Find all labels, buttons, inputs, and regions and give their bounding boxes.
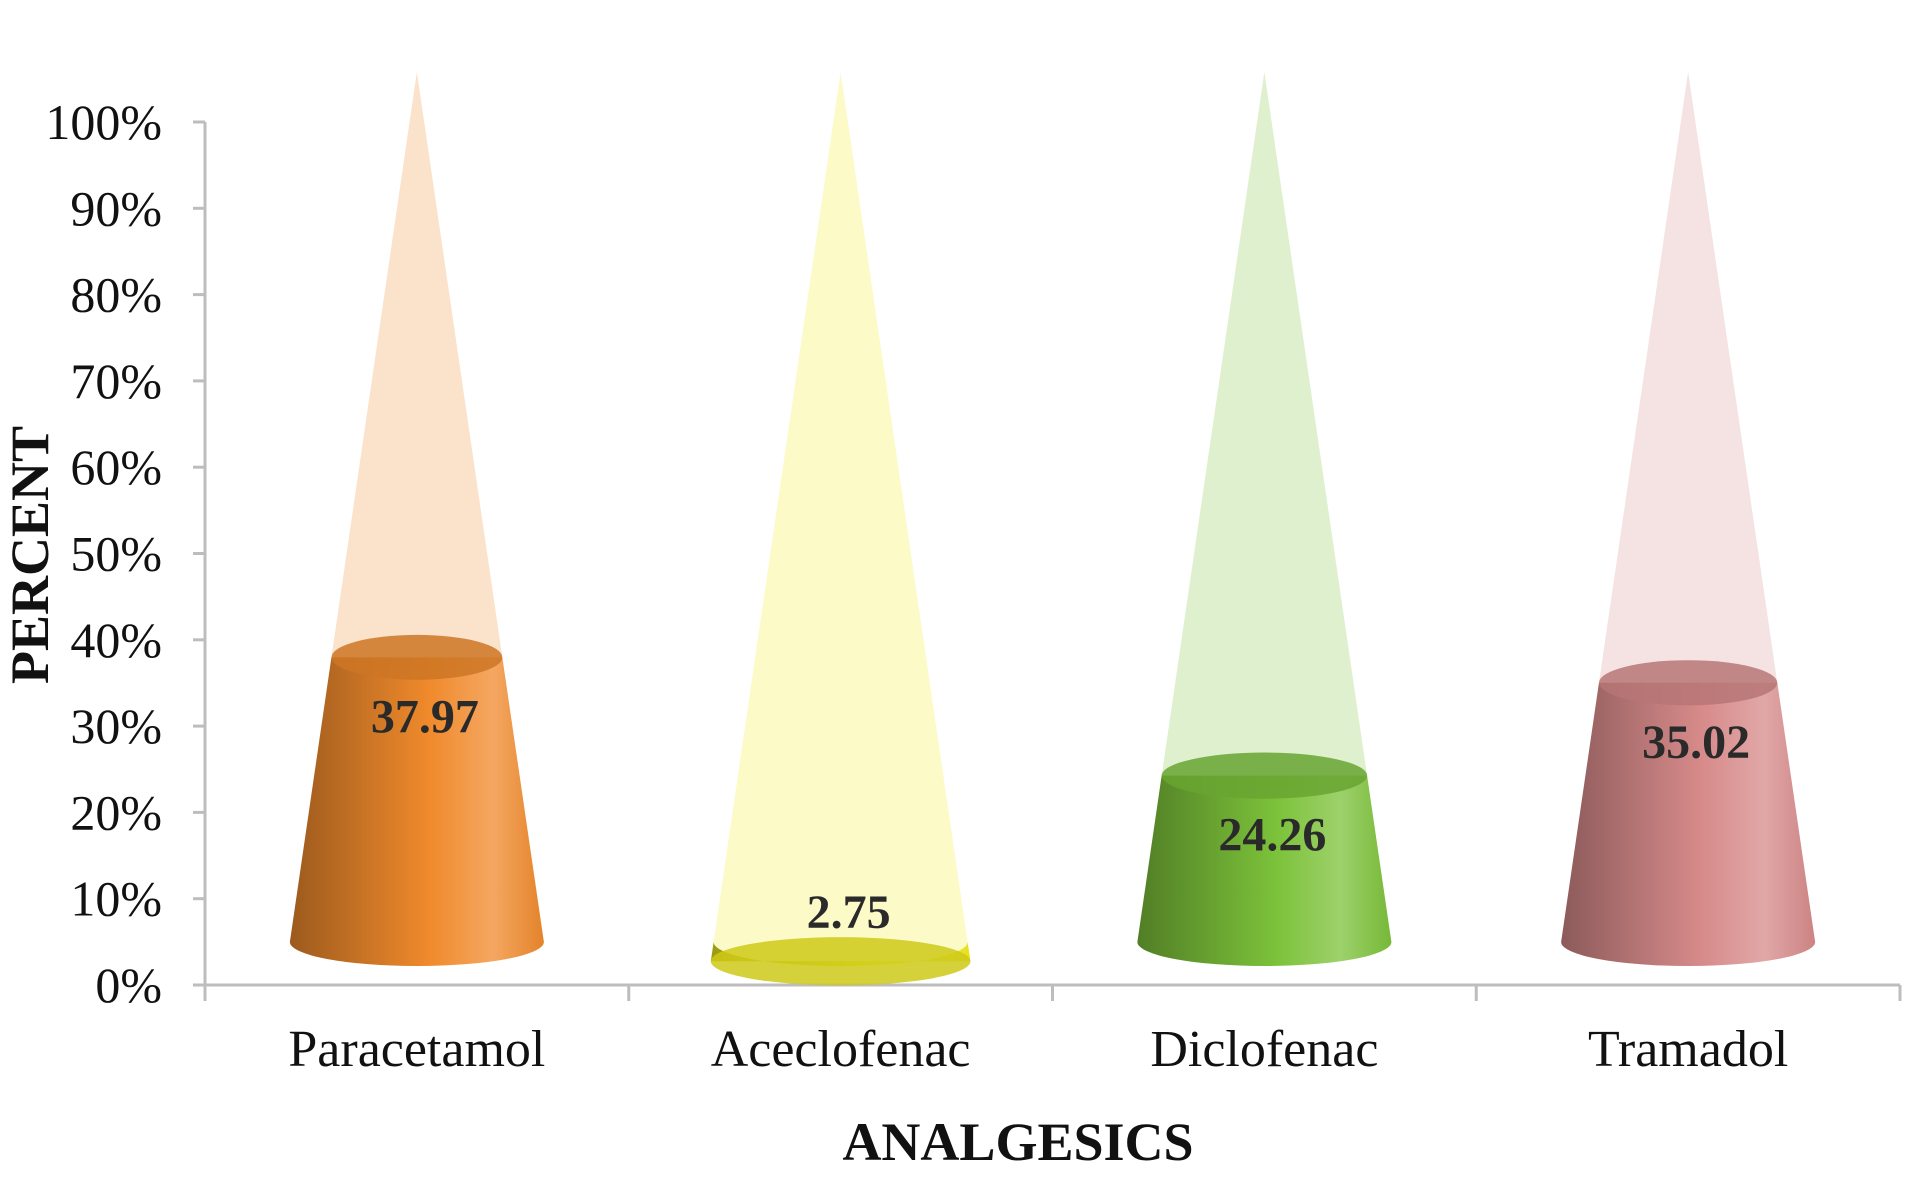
bar-top-tramadol — [1598, 660, 1778, 706]
x-axis-title: ANALGESICS — [842, 1112, 1193, 1172]
bars — [289, 72, 1816, 986]
y-tick-label: 30% — [70, 698, 162, 754]
y-axis-title: PERCENT — [0, 426, 60, 684]
bar-top-aceclofenac — [710, 937, 971, 986]
data-label-paracetamol: 37.97 — [371, 690, 479, 743]
x-tick-label-aceclofenac: Aceclofenac — [711, 1021, 971, 1078]
bar-top-paracetamol — [331, 634, 503, 680]
y-tick-label: 0% — [95, 957, 162, 1013]
cone-background-aceclofenac — [713, 72, 968, 966]
data-label-aceclofenac: 2.75 — [807, 886, 891, 939]
bar-top-diclofenac — [1161, 752, 1368, 799]
data-label-tramadol: 35.02 — [1642, 716, 1750, 769]
x-tick-label-diclofenac: Diclofenac — [1150, 1021, 1378, 1078]
y-tick-label: 60% — [70, 439, 162, 495]
bar-diclofenac — [1137, 775, 1392, 966]
labels: 37.97 Paracetamol 2.75 Aceclofenac 24.26 Dicl… — [288, 690, 1788, 1078]
bar-paracetamol — [289, 657, 544, 966]
y-tick-label: 20% — [70, 784, 162, 840]
y-tick-label: 70% — [70, 353, 162, 409]
y-tick-label: 90% — [70, 180, 162, 236]
y-tick-label: 10% — [70, 871, 162, 927]
bar-tramadol — [1561, 682, 1816, 966]
x-tick-label-tramadol: Tramadol — [1588, 1021, 1788, 1078]
cone-background-diclofenac — [1137, 72, 1392, 966]
y-tick-label: 100% — [45, 94, 162, 150]
x-tick-label-paracetamol: Paracetamol — [288, 1021, 545, 1078]
y-tick-label: 50% — [70, 526, 162, 582]
y-tick-label: 80% — [70, 267, 162, 323]
y-tick-label: 40% — [70, 612, 162, 668]
data-label-diclofenac: 24.26 — [1218, 809, 1326, 862]
axes: 0% 10% 20% 30% 40% 50% 60% 70% 80% 90% 100% — [45, 94, 1902, 1013]
